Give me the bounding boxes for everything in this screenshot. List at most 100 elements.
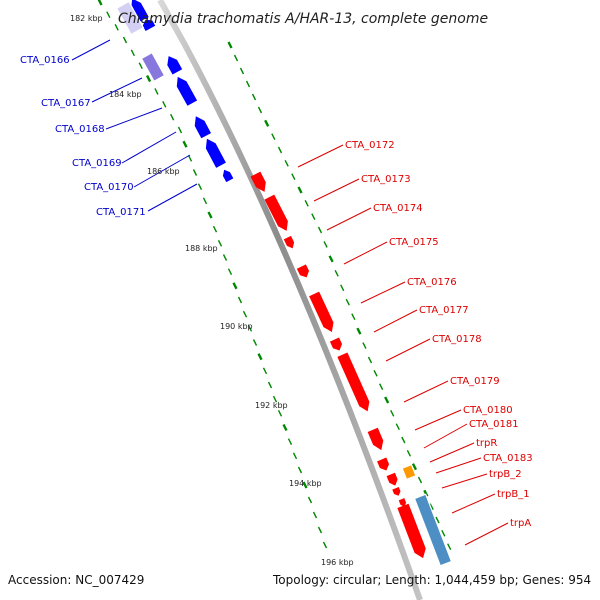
tick-mark	[217, 240, 223, 247]
leader-left-1	[91, 77, 143, 103]
leader-left-3	[121, 131, 177, 164]
gene-label-trpa[interactable]: trpA	[510, 518, 531, 529]
scale-label-184kbp: 184 kbp	[109, 90, 142, 99]
tick-mark	[423, 489, 429, 497]
tick-mark	[311, 213, 316, 220]
scale-labels: 182 kbp 184 kbp 186 kbp 188 kbp 190 kbp …	[70, 14, 354, 567]
gene-feature-16	[367, 427, 384, 451]
tick-mark	[267, 381, 273, 389]
gene-label-cta-0183[interactable]: CTA_0183	[483, 453, 533, 464]
gene-label-cta-0180[interactable]: CTA_0180	[463, 405, 513, 416]
tick-mark	[207, 211, 213, 219]
tick-mark	[222, 254, 228, 261]
tick-mark	[340, 284, 345, 292]
gene-feature-12	[296, 264, 310, 278]
gene-feature-17	[377, 457, 390, 471]
tick-mark	[212, 225, 218, 233]
gene-feature-9	[250, 171, 266, 192]
gene-feature-20	[401, 463, 417, 481]
tick-mark	[237, 296, 243, 304]
genome-backbone	[157, 0, 423, 600]
gene-feature-11	[283, 235, 295, 249]
tick-mark	[378, 383, 384, 390]
tick-mark	[345, 298, 350, 306]
gene-label-cta-0169[interactable]: CTA_0169	[72, 158, 122, 169]
leader-right-6	[385, 338, 431, 362]
tick-mark	[252, 339, 258, 346]
gene-label-trpb-2[interactable]: trpB_2	[489, 469, 522, 480]
leader-right-13	[451, 493, 496, 514]
gene-feature-4	[167, 56, 183, 75]
tick-mark	[192, 169, 198, 176]
gene-feature-8	[222, 169, 234, 183]
leader-right-4	[360, 281, 406, 304]
right-gene-labels: CTA_0172 CTA_0173 CTA_0174 CTA_0175 CTA_…	[345, 140, 533, 529]
tick-mark	[297, 186, 303, 194]
tick-mark	[417, 476, 423, 484]
gene-feature-7	[205, 138, 226, 168]
leader-right-9	[423, 423, 468, 449]
gene-feature-23	[413, 493, 453, 567]
gene-feature-13	[309, 291, 334, 333]
tick-mark	[182, 140, 188, 148]
tick-mark	[245, 80, 251, 88]
gene-label-cta-0179[interactable]: CTA_0179	[450, 376, 500, 387]
gene-label-cta-0174[interactable]: CTA_0174	[373, 203, 423, 214]
gene-label-cta-0175[interactable]: CTA_0175	[389, 237, 439, 248]
tick-mark	[435, 516, 440, 524]
tick-mark	[297, 466, 303, 474]
tick-mark	[429, 503, 434, 510]
tick-mark	[197, 183, 203, 190]
gene-feature-22	[397, 503, 426, 559]
leader-right-12	[441, 473, 488, 489]
gene-feature-6	[194, 116, 212, 139]
gene-feature-19	[392, 486, 401, 496]
tick-mark	[411, 463, 418, 471]
gene-label-cta-0168[interactable]: CTA_0168	[55, 124, 105, 135]
tick-mark	[227, 41, 233, 49]
gene-label-trpr[interactable]: trpR	[476, 438, 497, 449]
tick-mark	[317, 226, 323, 234]
gene-label-cta-0178[interactable]: CTA_0178	[432, 334, 482, 345]
gene-label-cta-0171[interactable]: CTA_0171	[96, 207, 146, 218]
scale-label-196kbp: 196 kbp	[321, 558, 354, 567]
gene-label-cta-0170[interactable]: CTA_0170	[84, 182, 134, 193]
accession-text: Accession: NC_007429	[8, 573, 145, 587]
tick-mark	[257, 106, 263, 114]
tick-mark	[395, 423, 400, 430]
tick-mark	[356, 327, 362, 335]
tick-mark	[401, 436, 406, 444]
gene-label-cta-0181[interactable]: CTA_0181	[469, 419, 519, 430]
tick-mark	[138, 62, 143, 70]
gene-feature-21	[398, 498, 407, 507]
gene-feature-1	[142, 19, 156, 32]
tick-mark	[291, 173, 296, 180]
tick-mark	[277, 410, 283, 417]
leader-left-5	[147, 183, 198, 212]
gene-label-cta-0173[interactable]: CTA_0173	[361, 174, 411, 185]
gene-feature-18	[386, 472, 398, 486]
tick-mark	[323, 241, 328, 248]
tick-mark	[367, 356, 373, 364]
gene-label-cta-0166[interactable]: CTA_0166	[20, 55, 70, 66]
gene-label-cta-0176[interactable]: CTA_0176	[407, 277, 457, 288]
tick-mark	[239, 67, 245, 75]
tick-mark	[317, 526, 323, 534]
gene-feature-3	[140, 51, 166, 83]
tick-mark	[307, 496, 313, 504]
gene-label-trpb-1[interactable]: trpB_1	[497, 489, 530, 500]
tick-mark	[257, 353, 263, 361]
tick-mark	[154, 88, 159, 95]
tick-mark	[441, 530, 446, 537]
leader-right-0	[297, 144, 344, 168]
scale-label-194kbp: 194 kbp	[289, 479, 322, 488]
gene-label-cta-0177[interactable]: CTA_0177	[419, 305, 469, 316]
leader-right-7	[403, 380, 449, 403]
gene-label-cta-0167[interactable]: CTA_0167	[41, 98, 91, 109]
tick-mark	[232, 282, 238, 290]
tick-mark	[334, 270, 339, 277]
gene-features-layer	[115, 0, 453, 567]
gene-label-cta-0172[interactable]: CTA_0172	[345, 140, 395, 151]
tick-mark	[233, 54, 239, 62]
tick-mark	[328, 255, 334, 263]
